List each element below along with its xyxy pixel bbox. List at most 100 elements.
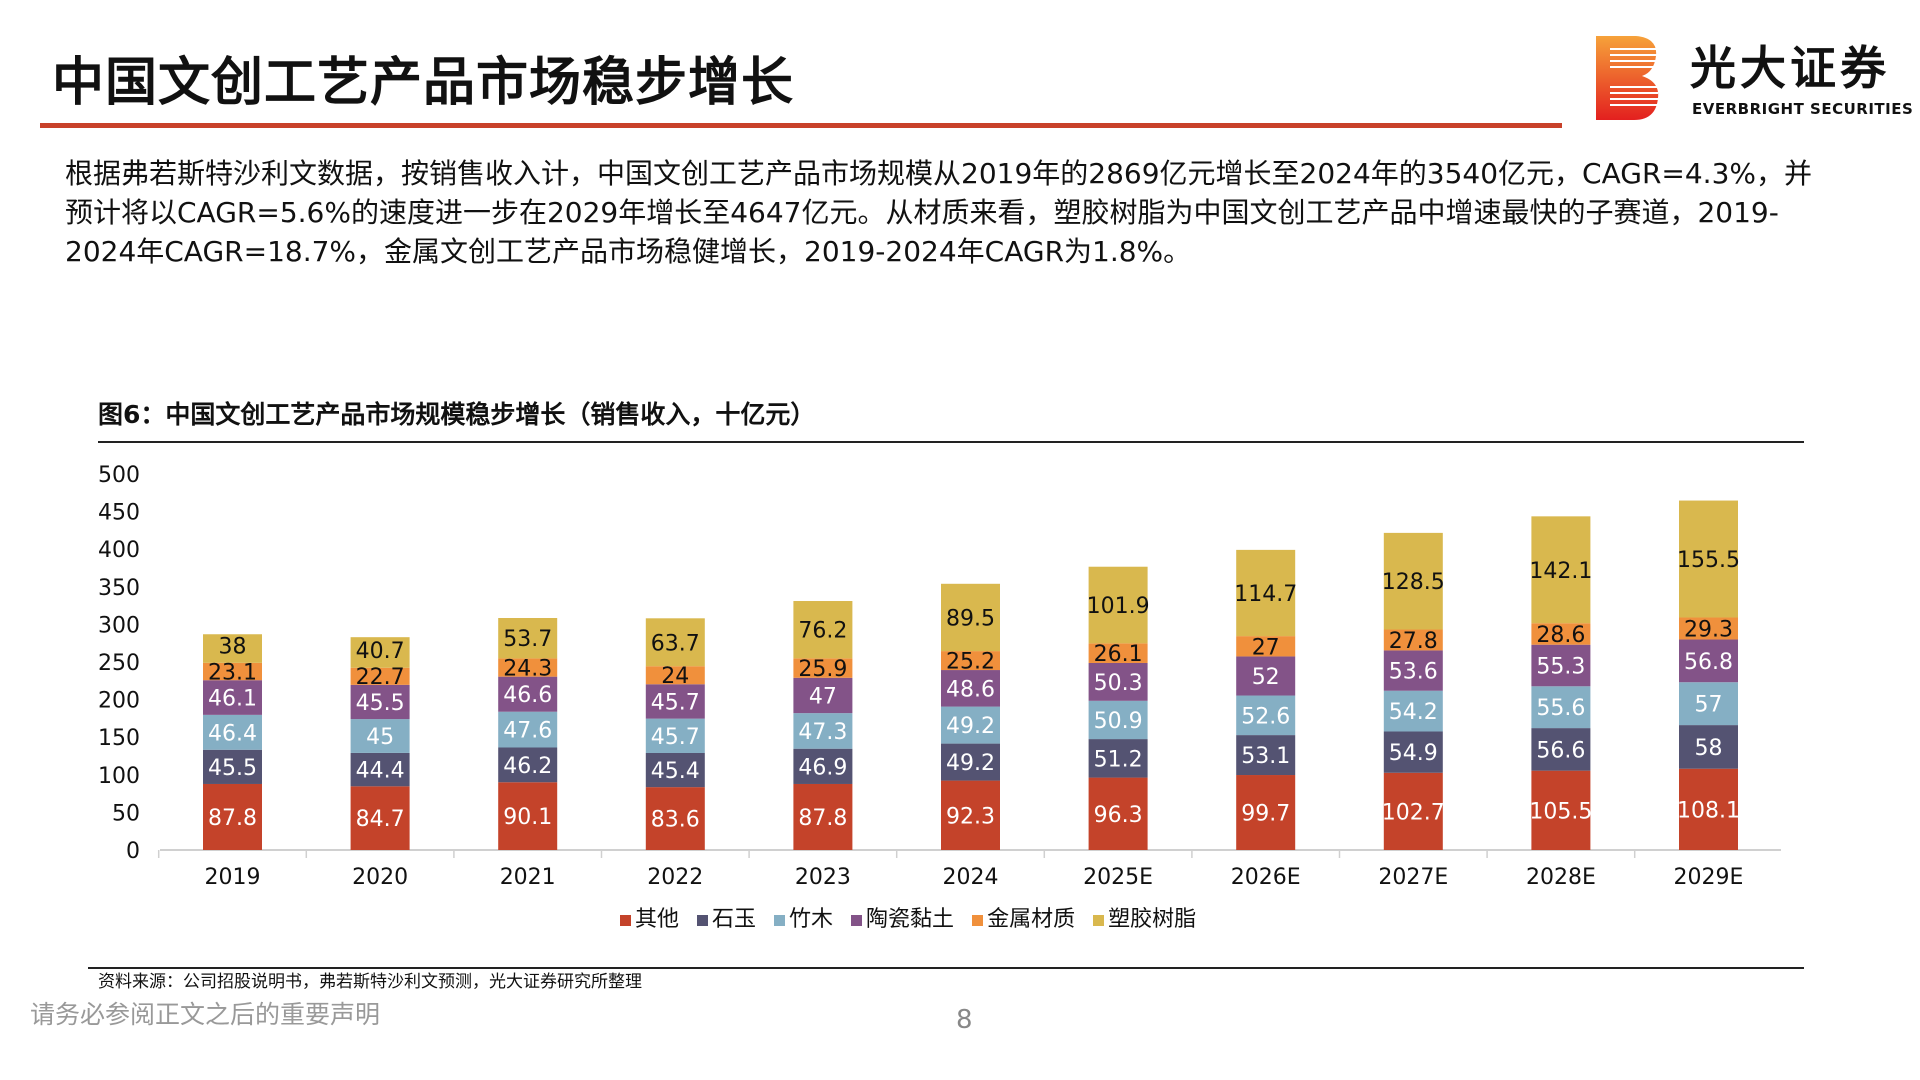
bar-segment xyxy=(1236,695,1296,736)
legend-item: 竹木 xyxy=(774,907,833,933)
data-label: 25.2 xyxy=(946,650,995,675)
legend-item: 陶瓷黏土 xyxy=(851,907,954,933)
data-label: 90.1 xyxy=(503,805,552,830)
data-label: 114.7 xyxy=(1234,582,1297,607)
data-label: 57 xyxy=(1695,693,1723,718)
bar-segment xyxy=(1088,566,1148,644)
x-tick-label: 2023 xyxy=(795,865,851,890)
bar-segment xyxy=(941,780,1000,850)
x-tick-label: 2025E xyxy=(1083,865,1153,890)
data-label: 49.2 xyxy=(946,714,995,739)
data-label: 51.2 xyxy=(1094,747,1143,772)
bar-segment xyxy=(350,684,410,720)
data-label: 155.5 xyxy=(1677,548,1740,573)
legend-swatch xyxy=(1093,914,1105,926)
data-label: 45.7 xyxy=(651,725,700,750)
bar-segment xyxy=(350,667,410,685)
bar-segment xyxy=(645,618,705,667)
y-tick-label: 250 xyxy=(98,651,140,676)
y-tick-label: 100 xyxy=(98,764,140,789)
bar-segment xyxy=(1531,770,1591,850)
bar-segment xyxy=(1531,728,1591,771)
data-label: 44.4 xyxy=(356,759,405,784)
data-label: 53.6 xyxy=(1389,660,1438,685)
source-note: 资料来源：公司招股说明书，弗若斯特沙利文预测，光大证券研究所整理 xyxy=(98,972,642,992)
bar-segment xyxy=(203,714,262,750)
data-label: 46.2 xyxy=(503,754,552,779)
bar-segment xyxy=(1383,690,1443,732)
y-tick-label: 450 xyxy=(98,501,140,526)
data-label: 22.7 xyxy=(356,665,405,690)
data-label: 142.1 xyxy=(1529,559,1592,584)
y-tick-label: 200 xyxy=(98,689,140,714)
y-tick-label: 300 xyxy=(98,613,140,638)
x-tick-label: 2024 xyxy=(943,865,999,890)
legend-item: 塑胶树脂 xyxy=(1093,907,1196,933)
bar-segment xyxy=(941,651,1000,671)
data-label: 54.2 xyxy=(1389,700,1438,725)
bar-segment xyxy=(1236,775,1296,850)
data-label: 27.8 xyxy=(1389,629,1438,654)
everbright-logo-icon xyxy=(1596,36,1659,120)
legend-swatch xyxy=(774,914,786,926)
page-number: 8 xyxy=(956,1005,973,1035)
data-label: 76.2 xyxy=(798,619,847,644)
bar-segment xyxy=(203,662,262,681)
bar-segment xyxy=(645,752,705,788)
x-tick-label: 2021 xyxy=(500,865,556,890)
bar-segment xyxy=(1088,777,1148,850)
bar-segment xyxy=(1679,682,1738,726)
data-label: 84.7 xyxy=(356,807,405,832)
bar-segment xyxy=(645,684,705,719)
bar-segment xyxy=(1383,532,1443,630)
data-label: 46.6 xyxy=(503,683,552,708)
data-label: 58 xyxy=(1695,736,1723,761)
bar-segment xyxy=(1679,639,1738,683)
y-tick-label: 0 xyxy=(126,839,140,864)
bar-segment xyxy=(941,583,1000,652)
legend-item: 石玉 xyxy=(697,907,756,933)
data-label: 25.9 xyxy=(798,657,847,682)
data-label: 89.5 xyxy=(946,606,995,631)
bar-segment xyxy=(645,787,705,850)
stacked-bar-chart: 0 50 100 150 200 250 300 350 400 450 500 87.8 45.5 46… xyxy=(98,463,1781,890)
legend-swatch xyxy=(620,914,631,926)
bar-segment xyxy=(1088,643,1148,663)
data-label: 55.3 xyxy=(1536,654,1585,679)
data-label: 56.6 xyxy=(1536,738,1585,763)
bar-segment xyxy=(498,618,558,659)
source-rule xyxy=(88,967,1804,969)
x-tick-label: 2019 xyxy=(205,865,261,890)
bar-segment xyxy=(350,637,410,668)
data-label: 92.3 xyxy=(946,804,995,829)
chart-legend: 其他 石玉 竹木 陶瓷黏土 金属材质 塑胶树脂 xyxy=(620,907,1196,933)
bar-segment xyxy=(1383,650,1443,691)
bar-segment xyxy=(1383,629,1443,651)
data-label: 47 xyxy=(809,684,837,709)
x-tick-label: 2026E xyxy=(1231,865,1301,890)
x-tick-label: 2022 xyxy=(647,865,703,890)
bar-segment xyxy=(1383,772,1443,850)
bar-segment xyxy=(793,658,853,678)
data-label: 29.3 xyxy=(1684,617,1733,642)
data-label: 128.5 xyxy=(1382,570,1445,595)
legend-swatch xyxy=(851,914,863,926)
bar-segment xyxy=(793,677,853,714)
data-label: 45.4 xyxy=(651,759,700,784)
data-label: 99.7 xyxy=(1241,802,1290,827)
legend-label: 塑胶树脂 xyxy=(1108,907,1197,932)
data-label: 24 xyxy=(661,664,689,689)
bar-segment xyxy=(1679,725,1738,769)
data-label: 105.5 xyxy=(1529,799,1592,824)
bar-segment xyxy=(1236,735,1296,776)
chart-title-rule xyxy=(98,441,1804,443)
bar-segment xyxy=(645,666,705,685)
data-label: 102.7 xyxy=(1382,800,1445,825)
data-label: 49.2 xyxy=(946,751,995,776)
bar-segment xyxy=(1088,700,1148,740)
bar-segment xyxy=(645,718,705,753)
logo-text-cn: 光大证券 xyxy=(1690,41,1890,95)
bar-segment xyxy=(498,782,558,850)
legend-label: 其他 xyxy=(635,907,680,932)
legend-swatch xyxy=(697,914,709,926)
